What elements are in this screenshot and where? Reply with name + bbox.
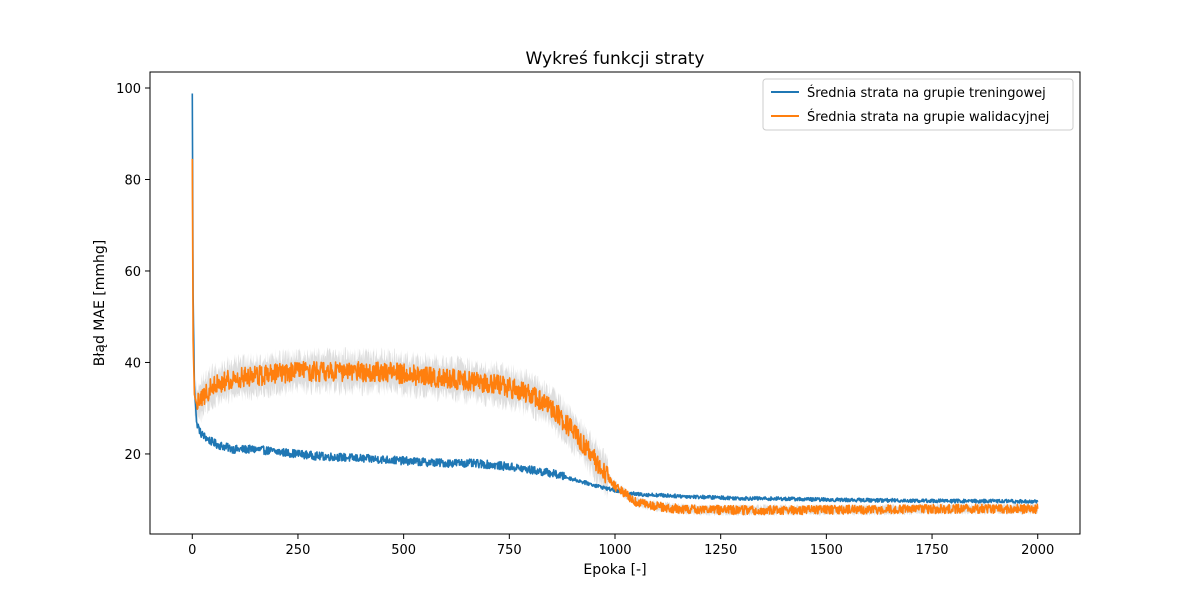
x-tick-label: 1500	[810, 543, 843, 558]
x-tick-label: 0	[188, 543, 196, 558]
validation-loss-line	[191, 158, 1039, 516]
x-tick-label: 250	[286, 543, 311, 558]
y-tick-label: 60	[124, 265, 141, 280]
x-axis-title: Epoka [-]	[583, 562, 646, 578]
x-tick-label: 1250	[704, 543, 737, 558]
y-axis-ticks: 20 40 60 80 100	[116, 82, 150, 463]
legend: Średnia strata na grupie treningowej Śre…	[762, 78, 1074, 131]
y-tick-label: 20	[124, 448, 141, 463]
legend-label-validation: Średnia strata na grupie walidacyjnej	[807, 109, 1049, 125]
series-layer	[191, 93, 1039, 516]
y-tick-label: 80	[124, 173, 141, 188]
y-tick-label: 100	[116, 82, 141, 97]
x-tick-label: 1750	[915, 543, 948, 558]
y-axis-title: Błąd MAE [mmhg]	[92, 240, 108, 366]
chart-title: Wykreś funkcji straty	[526, 49, 705, 69]
y-tick-label: 40	[124, 356, 141, 371]
x-tick-label: 1000	[598, 543, 631, 558]
x-axis-ticks: 0 250 500 750 1000 1250 1500 1750 2000	[188, 534, 1054, 558]
x-tick-label: 750	[497, 543, 522, 558]
legend-label-train: Średnia strata na grupie treningowej	[807, 85, 1046, 101]
x-tick-label: 500	[391, 543, 416, 558]
legend-box	[762, 78, 1074, 131]
x-tick-label: 2000	[1021, 543, 1054, 558]
